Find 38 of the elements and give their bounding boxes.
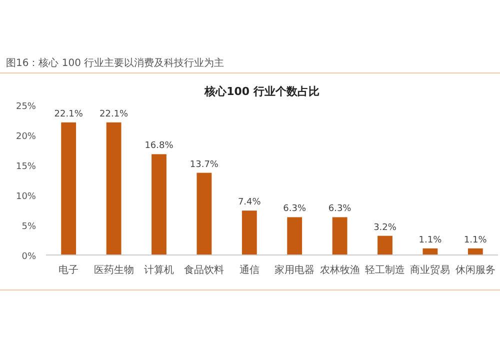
x-tick-label: 通信 [239,264,260,276]
x-tick-label: 医药生物 [94,264,134,276]
x-tick-label: 计算机 [144,264,174,276]
y-tick-label: 10% [16,192,36,202]
data-label: 13.7% [190,160,219,170]
bar [152,154,166,255]
data-label: 1.1% [418,235,442,246]
data-label: 22.1% [100,109,129,120]
bar [106,122,122,255]
x-tick-label: 农林牧渔 [320,264,360,276]
bar [468,248,483,255]
data-label: 3.2% [374,222,397,233]
x-tick-label: 食品饮料 [184,264,224,276]
bar [242,210,257,255]
x-tick-label: 休闲服务 [455,264,496,276]
y-tick-label: 5% [22,222,36,232]
chart-title: 图16：核心 100 行业主要以消费及科技行业为主 [6,57,224,69]
y-tick-label: 20% [16,132,36,142]
bar [378,236,392,255]
chart-subtitle: 核心100 行业个数占比 [204,85,320,98]
bar [61,122,76,255]
bar [332,217,348,255]
data-label: 22.1% [54,109,84,120]
x-tick-label: 商业贸易 [410,264,450,276]
data-label: 1.1% [464,235,488,246]
x-tick-label: 轻工制造 [365,264,405,276]
y-tick-label: 15% [16,162,36,172]
bar [422,248,438,255]
bar [196,172,212,255]
x-tick-label: 家用电器 [274,264,315,276]
data-label: 7.4% [238,198,262,208]
y-tick-label: 25% [16,102,36,112]
y-tick-label: 0% [22,252,36,262]
x-tick-label: 电子 [58,264,79,276]
data-label: 6.3% [283,204,306,214]
data-label: 16.8% [144,141,174,152]
bar [287,217,302,255]
data-label: 6.3% [328,204,352,214]
